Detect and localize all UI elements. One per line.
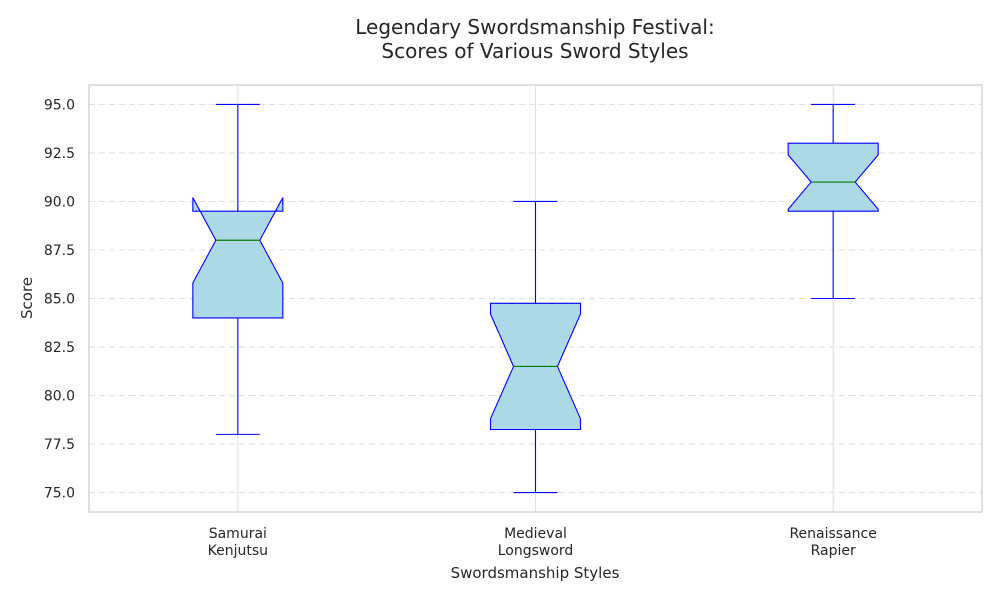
x-tick-label: Kenjutsu: [208, 543, 268, 559]
box: [192, 197, 284, 319]
x-tick-label: Rapier: [811, 543, 856, 559]
tick-layer: 75.0 77.5 80.0 82.5 85.0 87.5 90.0 92.5 95.0 Samu…: [44, 97, 877, 559]
y-axis-label: Score: [18, 277, 36, 319]
box-layer: [192, 103, 879, 494]
box: [787, 142, 879, 212]
y-tick-label: 85.0: [44, 292, 75, 308]
x-tick-label: Longsword: [498, 543, 574, 559]
chart-title-line-1: Legendary Swordsmanship Festival:: [355, 15, 714, 39]
y-tick-label: 87.5: [44, 243, 75, 259]
x-tick-label: Renaissance: [789, 526, 876, 542]
y-tick-label: 77.5: [44, 437, 75, 453]
x-tick-label: Medieval: [504, 526, 567, 542]
x-axis-label: Swordsmanship Styles: [451, 564, 620, 582]
y-tick-label: 75.0: [44, 486, 75, 502]
y-tick-label: 92.5: [44, 146, 75, 162]
chart-title-line-2: Scores of Various Sword Styles: [381, 39, 688, 63]
y-tick-label: 90.0: [44, 194, 75, 210]
y-tick-label: 80.0: [44, 389, 75, 405]
y-tick-label: 95.0: [44, 97, 75, 113]
y-tick-label: 82.5: [44, 340, 75, 356]
plot-frame: [88, 84, 983, 513]
x-tick-label: Samurai: [209, 526, 267, 542]
